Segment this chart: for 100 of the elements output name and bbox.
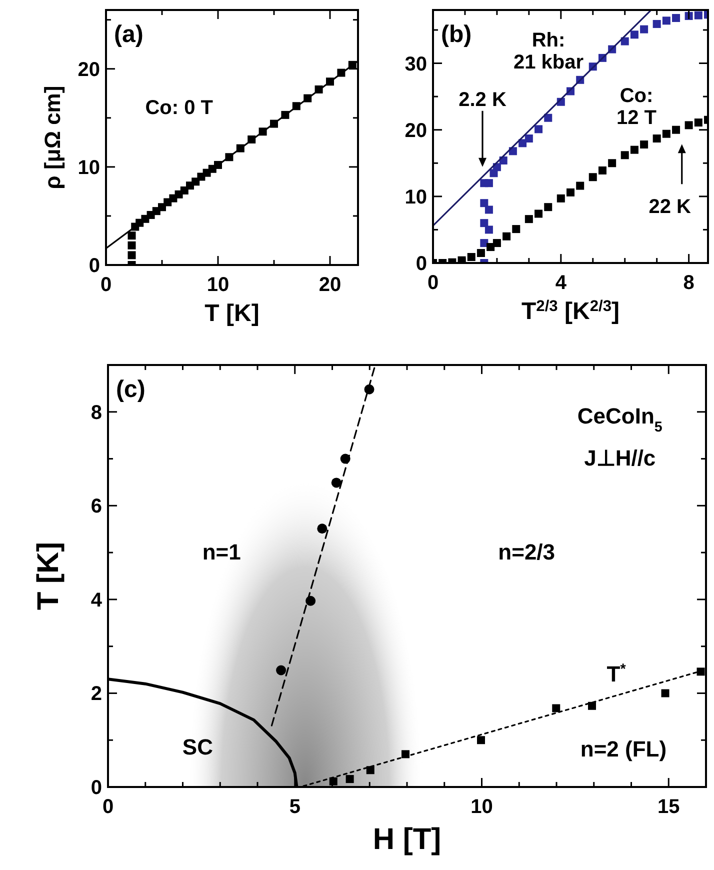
x-tick-label: 4 — [555, 272, 568, 294]
annotation: n=1 — [202, 539, 241, 564]
point — [480, 199, 488, 208]
y-tick-label: 0 — [88, 255, 100, 277]
point — [281, 110, 290, 119]
point — [484, 179, 493, 188]
point — [480, 239, 488, 248]
point — [477, 736, 486, 744]
point — [694, 118, 702, 127]
point — [588, 173, 597, 182]
point — [534, 125, 543, 134]
point — [364, 384, 374, 394]
point — [128, 251, 136, 260]
point — [534, 210, 543, 218]
annotation: J⊥H//c — [584, 446, 656, 471]
text: (b) — [441, 21, 472, 48]
point — [661, 689, 670, 698]
y-tick-label: 8 — [90, 402, 102, 424]
point — [340, 454, 350, 464]
point — [236, 144, 244, 152]
point — [486, 243, 495, 252]
annotation: Co: 0 T — [145, 96, 213, 119]
y-tick-label: 30 — [404, 53, 427, 76]
annotation: 2.2 K — [458, 88, 507, 111]
point — [128, 232, 136, 240]
point — [317, 524, 328, 534]
point — [467, 253, 476, 262]
annotation: Co: 12 T — [616, 85, 657, 130]
point — [662, 130, 670, 138]
y-axis-title: ρ [μΩ cm] — [40, 86, 65, 190]
point — [304, 94, 312, 102]
point — [258, 128, 267, 136]
y-tick-label: 4 — [90, 589, 103, 612]
y-tick-label: 10 — [78, 156, 100, 179]
point — [566, 188, 574, 196]
point — [484, 226, 493, 234]
point — [544, 114, 552, 122]
annotation: SC — [182, 734, 214, 760]
point — [640, 140, 648, 148]
y-tick-label: 6 — [90, 496, 102, 518]
point — [620, 37, 629, 46]
point — [502, 232, 511, 240]
point — [672, 14, 680, 22]
point — [662, 16, 670, 25]
point — [684, 121, 693, 130]
point — [326, 78, 334, 86]
annotation: CeCoIn$_{5}$ — [577, 403, 662, 436]
point — [512, 225, 520, 234]
y-tick-label: 20 — [78, 58, 100, 81]
x-tick-label: 8 — [683, 272, 694, 294]
point — [620, 151, 629, 160]
point — [480, 219, 488, 228]
point — [484, 206, 493, 214]
text: (c) — [116, 376, 146, 403]
annotation: 22 K — [648, 196, 692, 218]
point — [276, 665, 286, 676]
x-tick-label: 10 — [470, 796, 493, 818]
point — [128, 241, 136, 250]
point — [608, 159, 616, 168]
x-tick-label: 20 — [318, 274, 342, 296]
point — [329, 777, 338, 786]
point — [524, 215, 533, 224]
y-tick-label: 2 — [90, 683, 102, 706]
annotation: Rh: 21 kbar — [513, 29, 584, 74]
y-tick-label: 0 — [416, 253, 427, 275]
point — [270, 120, 278, 128]
x-tick-label: 10 — [206, 274, 230, 296]
x-axis-title: T [K] — [204, 300, 260, 327]
annotation: T$^{*}$ — [606, 661, 626, 686]
point — [640, 25, 648, 34]
point — [492, 239, 501, 248]
point — [630, 146, 638, 154]
point — [214, 160, 222, 169]
point — [598, 166, 606, 174]
point — [576, 182, 584, 190]
point — [694, 11, 702, 20]
point — [524, 134, 533, 142]
y-axis-title: T [K] — [32, 542, 65, 610]
point — [552, 704, 560, 712]
point — [225, 153, 234, 162]
x-axis-title: T$^{2/3}$ [K$^{2/3}$] — [521, 298, 620, 325]
point — [652, 134, 661, 142]
y-tick-label: 20 — [404, 120, 427, 142]
x-tick-label: 15 — [658, 796, 680, 818]
y-tick-label: 10 — [404, 186, 427, 208]
point — [331, 478, 342, 488]
point — [337, 68, 346, 77]
point — [652, 20, 661, 28]
annotation: n=2/3 — [498, 539, 556, 564]
point — [366, 766, 374, 774]
x-tick-label: 5 — [289, 796, 300, 818]
point — [402, 750, 410, 758]
text: (a) — [114, 21, 144, 48]
point — [544, 203, 552, 212]
point — [314, 85, 323, 94]
point — [588, 702, 596, 710]
point — [672, 126, 680, 134]
point — [556, 194, 565, 202]
point — [346, 775, 354, 784]
point — [292, 102, 300, 110]
